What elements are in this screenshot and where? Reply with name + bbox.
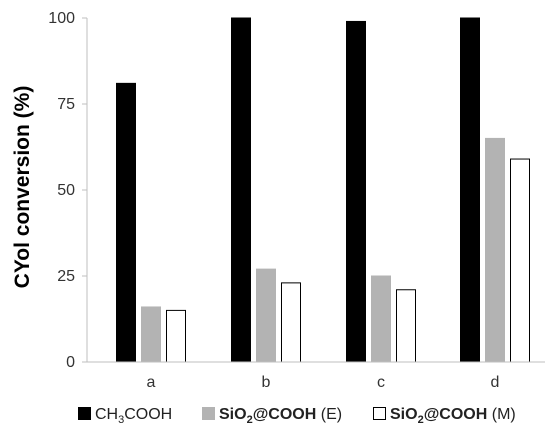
legend-swatch-3 <box>373 407 386 420</box>
x-category-label: d <box>491 374 500 391</box>
bar-d-series-3 <box>510 158 530 363</box>
y-axis-title: CYol conversion (%) <box>11 86 34 289</box>
bar-d-series-1 <box>460 17 480 363</box>
legend: CH3COOH SiO2@COOH (E) SiO2@COOH (M) <box>78 406 516 426</box>
legend-swatch-1 <box>78 407 91 420</box>
legend-swatch-2 <box>202 407 215 420</box>
bar-c-series-2 <box>371 275 391 363</box>
bar-a-series-1 <box>116 82 136 363</box>
bar-b-series-2 <box>256 268 276 363</box>
y-tick-label: 100 <box>48 10 75 27</box>
x-category-label: a <box>147 374 156 391</box>
bars <box>116 17 530 363</box>
y-tick-label: 0 <box>66 354 75 371</box>
bar-c-series-3 <box>396 289 416 363</box>
x-category-label: b <box>262 374 271 391</box>
y-axis: 0 25 50 75 100 <box>48 10 88 371</box>
bar-a-series-2 <box>141 306 161 363</box>
y-tick-label: 75 <box>57 96 75 113</box>
legend-label-1: CH3COOH <box>95 406 172 426</box>
legend-label-3: SiO2@COOH (M) <box>390 406 516 426</box>
bar-a-series-3 <box>166 309 186 363</box>
bar-b-series-1 <box>231 17 251 363</box>
x-axis: a b c d <box>87 361 545 391</box>
y-tick-label: 25 <box>57 268 75 285</box>
legend-label-2: SiO2@COOH (E) <box>219 406 342 426</box>
bar-d-series-2 <box>485 137 505 363</box>
bar-c-series-1 <box>346 20 366 363</box>
bar-b-series-3 <box>281 282 301 363</box>
y-tick-label: 50 <box>57 182 75 199</box>
x-category-label: c <box>377 374 385 391</box>
